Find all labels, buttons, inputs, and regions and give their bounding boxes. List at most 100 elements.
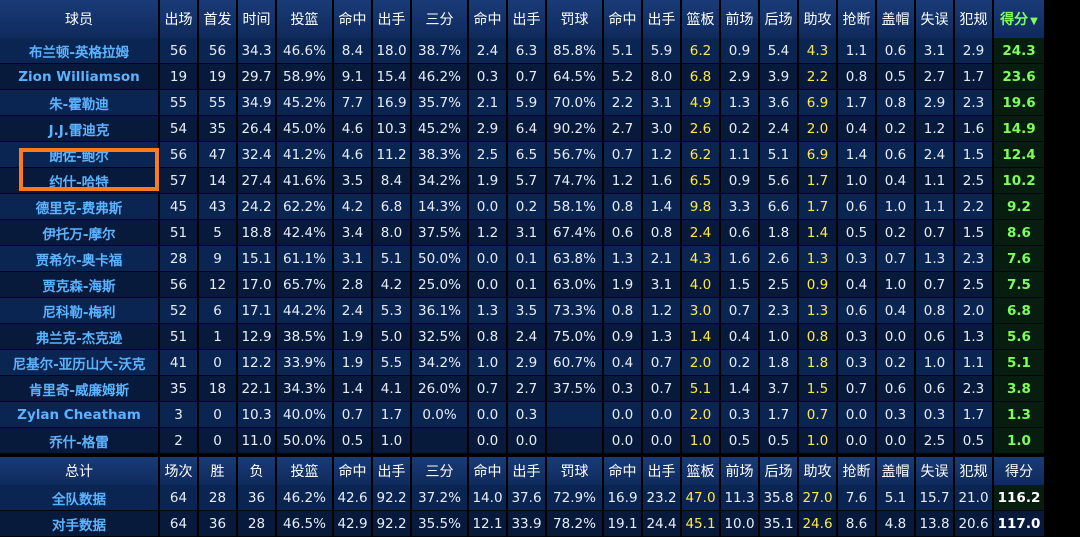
stat-cell: 70.0%	[547, 90, 602, 116]
player-name-link[interactable]: 尼基尔-亚历山大-沃克	[0, 350, 158, 376]
player-row[interactable]: Zylan Cheatham 3 0 10.3 40.0% 0.7 1.7 0.0% 0.0 0.…	[0, 402, 1044, 428]
stat-cell: 0.7	[916, 220, 953, 246]
stat-cell: 0.0%	[412, 402, 467, 428]
player-name-link[interactable]: 朗佐-鲍尔	[0, 142, 158, 168]
stat-cell: 0.7	[799, 402, 836, 428]
stat-cell: 2.5	[955, 168, 992, 194]
player-name-link[interactable]: 德里克-费弗斯	[0, 194, 158, 220]
player-name-link[interactable]: 肯里奇-威廉姆斯	[0, 376, 158, 402]
stat-cell: 0.9	[799, 272, 836, 298]
sort-descending-icon[interactable]: ▼	[1030, 16, 1038, 27]
stat-cell: 1.2	[604, 168, 641, 194]
column-header[interactable]: 出手	[373, 0, 410, 38]
totals-column-header: 前场	[721, 457, 758, 485]
stat-cell: 1.7	[760, 402, 797, 428]
column-header[interactable]: 后场	[760, 0, 797, 38]
column-header[interactable]: 命中	[604, 0, 641, 38]
stat-cell: 2.2	[955, 194, 992, 220]
stat-cell: 0.3	[508, 402, 545, 428]
stat-cell: 37.5%	[547, 376, 602, 402]
column-header[interactable]: 失误	[916, 0, 953, 38]
stat-cell: 1.0	[838, 168, 875, 194]
stat-cell: 0.4	[604, 350, 641, 376]
player-row[interactable]: 朱-霍勒迪 55 55 34.9 45.2% 7.7 16.9 35.7% 2.1 5.9 70.0…	[0, 90, 1044, 116]
player-name-link[interactable]: 布兰顿-英格拉姆	[0, 38, 158, 64]
player-row[interactable]: Zion Williamson 19 19 29.7 58.9% 9.1 15.4 46.2%…	[0, 64, 1044, 90]
column-header[interactable]: 三分	[412, 0, 467, 38]
column-header[interactable]: 罚球	[547, 0, 602, 38]
totals-column-header: 命中	[604, 457, 641, 485]
stat-cell: 0.2	[721, 116, 758, 142]
column-header[interactable]: 投篮	[277, 0, 332, 38]
player-rows: 布兰顿-英格拉姆 56 56 34.3 46.6% 8.4 18.0 38.7% 2.4 6.3 8…	[0, 38, 1044, 454]
player-name-link[interactable]: Zion Williamson	[0, 64, 158, 90]
column-header[interactable]: 出场	[160, 0, 197, 38]
stat-cell: 46.6%	[277, 38, 332, 64]
player-row[interactable]: 弗兰克-杰克逊 51 1 12.9 38.5% 1.9 5.0 32.5% 0.8 2.4 75.0…	[0, 324, 1044, 350]
column-header[interactable]: 助攻	[799, 0, 836, 38]
stat-cell: 0.8	[643, 220, 680, 246]
column-header[interactable]: 出手	[508, 0, 545, 38]
totals-stat-cell: 36	[238, 485, 275, 511]
column-header[interactable]: 抢断	[838, 0, 875, 38]
player-name-link[interactable]: 约什-哈特	[0, 168, 158, 194]
column-header[interactable]: 出手	[643, 0, 680, 38]
player-row[interactable]: 伊托万-摩尔 51 5 18.8 42.4% 3.4 8.0 37.5% 1.2 3.1 67.4%…	[0, 220, 1044, 246]
player-name-link[interactable]: 贾克森-海斯	[0, 272, 158, 298]
stat-cell: 6.5	[682, 168, 719, 194]
stat-cell: 0.7	[877, 246, 914, 272]
stat-cell: 0.0	[877, 324, 914, 350]
player-name-link[interactable]: 伊托万-摩尔	[0, 220, 158, 246]
player-row[interactable]: 乔什-格雷 2 0 11.0 50.0% 0.5 1.0 0.0 0.0 0.0 0.0 1.0 0.5…	[0, 428, 1044, 454]
stat-cell: 2.2	[799, 64, 836, 90]
player-row[interactable]: 尼科勒-梅利 52 6 17.1 44.2% 2.4 5.3 36.1% 1.3 3.5 73.3%…	[0, 298, 1044, 324]
player-name-link[interactable]: J.J.雷迪克	[0, 116, 158, 142]
stat-cell: 50.0%	[412, 246, 467, 272]
player-row[interactable]: 朗佐-鲍尔 56 47 32.4 41.2% 4.6 11.2 38.3% 2.5 6.5 56.7…	[0, 142, 1044, 168]
totals-column-header: 犯规	[955, 457, 992, 485]
column-header[interactable]: 得分 ▼	[994, 0, 1044, 38]
stat-cell: 1.3	[916, 246, 953, 272]
column-header[interactable]: 命中	[469, 0, 506, 38]
player-row[interactable]: 尼基尔-亚历山大-沃克 41 0 12.2 33.9% 1.9 5.5 34.2% 1.0 2.9…	[0, 350, 1044, 376]
stat-cell: 0.5	[955, 428, 992, 454]
column-header[interactable]: 球员	[0, 0, 158, 38]
totals-stat-cell: 16.9	[604, 485, 641, 511]
column-header[interactable]: 首发	[199, 0, 236, 38]
stat-cell: 9.8	[682, 194, 719, 220]
player-row[interactable]: 布兰顿-英格拉姆 56 56 34.3 46.6% 8.4 18.0 38.7% 2.4 6.3 8…	[0, 38, 1044, 64]
stat-cell: 17.0	[238, 272, 275, 298]
stat-cell: 2.6	[760, 246, 797, 272]
column-header[interactable]: 命中	[334, 0, 371, 38]
stat-cell: 41	[160, 350, 197, 376]
player-row[interactable]: 约什-哈特 57 14 27.4 41.6% 3.5 8.4 34.2% 1.9 5.7 74.7%…	[0, 168, 1044, 194]
player-name-link[interactable]: 弗兰克-杰克逊	[0, 324, 158, 350]
stat-cell: 3.7	[760, 376, 797, 402]
totals-column-header: 出手	[373, 457, 410, 485]
totals-row: 对手数据 64 36 28 46.5% 42.9 92.2 35.5% 12.1 33.9 78.2…	[0, 511, 1044, 537]
player-name-link[interactable]: 乔什-格雷	[0, 428, 158, 454]
stat-cell: 1.4	[799, 220, 836, 246]
player-name-link[interactable]: 尼科勒-梅利	[0, 298, 158, 324]
column-header[interactable]: 篮板	[682, 0, 719, 38]
stat-cell: 56	[160, 272, 197, 298]
stat-cell: 38.3%	[412, 142, 467, 168]
player-row[interactable]: 贾克森-海斯 56 12 17.0 65.7% 2.8 4.2 25.0% 0.0 0.1 63.0…	[0, 272, 1044, 298]
stat-cell: 24.2	[238, 194, 275, 220]
column-header[interactable]: 犯规	[955, 0, 992, 38]
column-header[interactable]: 盖帽	[877, 0, 914, 38]
player-row[interactable]: 肯里奇-威廉姆斯 35 18 22.1 34.3% 1.4 4.1 26.0% 0.7 2.7 37…	[0, 376, 1044, 402]
stat-cell: 0.9	[604, 324, 641, 350]
column-header[interactable]: 前场	[721, 0, 758, 38]
player-name-link[interactable]: 朱-霍勒迪	[0, 90, 158, 116]
player-name-link[interactable]: 贾希尔-奥卡福	[0, 246, 158, 272]
totals-stat-cell: 4.8	[877, 511, 914, 537]
player-name-link[interactable]: Zylan Cheatham	[0, 402, 158, 428]
player-row[interactable]: 德里克-费弗斯 45 43 24.2 62.2% 4.2 6.8 14.3% 0.0 0.2 58.…	[0, 194, 1044, 220]
player-row[interactable]: 贾希尔-奥卡福 28 9 15.1 61.1% 3.1 5.1 50.0% 0.0 0.1 63.8…	[0, 246, 1044, 272]
column-header[interactable]: 时间	[238, 0, 275, 38]
stat-cell: 54	[160, 116, 197, 142]
stat-cell: 2.3	[955, 90, 992, 116]
stat-cell: 56	[160, 142, 197, 168]
player-row[interactable]: J.J.雷迪克 54 35 26.4 45.0% 4.6 10.3 45.2% 2.9 6.4 90…	[0, 116, 1044, 142]
